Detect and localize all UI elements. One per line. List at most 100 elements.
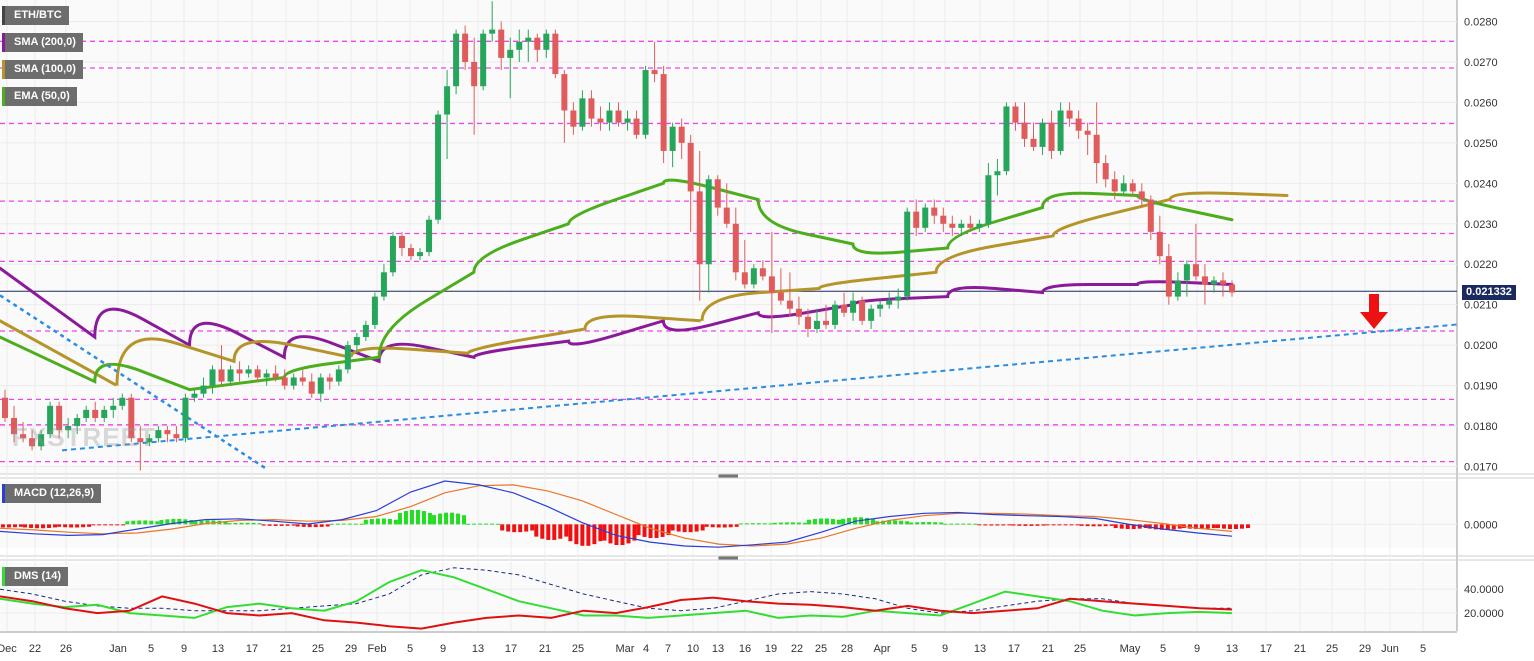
macd-histogram-bar — [1193, 524, 1198, 530]
macd-histogram-bar — [660, 524, 665, 537]
macd-histogram-bar — [1171, 524, 1176, 530]
macd-histogram-bar — [704, 524, 709, 527]
candle-body — [1102, 163, 1109, 180]
candle — [453, 29, 460, 95]
macd-histogram-bar — [432, 515, 437, 525]
candle — [164, 426, 171, 443]
macd-histogram-bar — [905, 521, 910, 525]
candle-body — [65, 426, 72, 431]
candle — [263, 369, 270, 386]
macd-histogram-bar — [87, 524, 92, 527]
macd-histogram-bar — [171, 518, 176, 525]
macd-histogram-bar — [967, 523, 972, 525]
x-tick-label: 19 — [765, 643, 777, 655]
x-tick-label: 25 — [312, 643, 324, 655]
candle-body — [227, 369, 234, 382]
candle — [471, 37, 478, 135]
candle-body — [155, 430, 162, 439]
candle — [570, 102, 577, 135]
macd-histogram-bar — [369, 518, 374, 525]
candle-body — [218, 369, 225, 382]
candle — [1210, 276, 1217, 293]
candle-body — [633, 118, 640, 135]
macd-histogram-bar — [1011, 524, 1016, 526]
macd-histogram-bar — [239, 522, 244, 525]
macd-signal-line — [0, 484, 1233, 547]
macd-histogram-bar — [540, 524, 545, 539]
candle-body — [615, 110, 622, 123]
candle — [200, 377, 207, 398]
macd-histogram-bar — [614, 524, 619, 546]
macd-histogram-bar — [81, 524, 86, 528]
macd-histogram-bar — [836, 519, 841, 525]
macd-histogram-bar — [1041, 524, 1046, 526]
candle — [832, 300, 839, 329]
candle — [741, 239, 748, 289]
macd-histogram-bar — [830, 518, 835, 525]
macd-histogram-bar — [1131, 524, 1136, 530]
macd-histogram-bar — [279, 524, 284, 526]
candle — [128, 393, 135, 443]
macd-histogram-bar — [756, 523, 761, 525]
y-tick-label: 0.0240 — [1464, 178, 1498, 190]
macd-histogram-bar — [103, 524, 108, 526]
candle-body — [353, 337, 360, 346]
x-tick-label: 17 — [246, 643, 258, 655]
candle-body — [335, 369, 342, 382]
candle-body — [588, 98, 595, 119]
candle — [1229, 280, 1235, 297]
candle-body — [417, 252, 424, 257]
candle-body — [56, 405, 63, 431]
legend-dms[interactable]: DMS (14) — [2, 567, 69, 586]
legend-pair[interactable]: ETH/BTC — [2, 6, 69, 25]
macd-histogram-bar — [109, 524, 114, 526]
x-tick-label: 17 — [505, 643, 517, 655]
candle — [335, 365, 342, 386]
macd-histogram-bar — [387, 518, 392, 525]
candle-body — [723, 207, 730, 224]
macd-histogram-bar — [670, 524, 675, 531]
candle-body — [1066, 110, 1073, 119]
macd-histogram-bar — [409, 509, 414, 525]
candle-body — [741, 272, 748, 285]
x-tick-label: 13 — [472, 643, 484, 655]
candle — [1192, 223, 1199, 281]
candle-body — [579, 98, 586, 127]
macd-histogram-bar — [893, 520, 898, 525]
macd-histogram-bar — [995, 524, 1000, 526]
candle — [11, 405, 18, 443]
candle — [597, 106, 604, 131]
candle — [687, 134, 694, 232]
candle-body — [507, 49, 514, 58]
candle-body — [759, 268, 766, 277]
candle-body — [516, 41, 523, 50]
candle — [498, 21, 505, 71]
candle — [218, 345, 225, 386]
macd-histogram-bar — [636, 524, 641, 536]
macd-histogram-bar — [438, 513, 443, 525]
macd-histogram-bar — [313, 524, 318, 528]
macd-histogram-bar — [131, 520, 136, 525]
macd-histogram-bar — [784, 522, 789, 525]
candle-body — [1048, 122, 1055, 151]
candle-body — [552, 33, 559, 75]
legend-macd[interactable]: MACD (12,26,9) — [2, 484, 102, 503]
legend-sma100[interactable]: SMA (100,0) — [2, 60, 83, 79]
legend-ema50[interactable]: EMA (50,0) — [2, 87, 77, 106]
macd-histogram-bar — [1153, 524, 1158, 530]
macd-histogram-bar — [933, 522, 938, 525]
candle-body — [173, 434, 180, 439]
macd-histogram-bar — [598, 524, 603, 542]
candle — [1156, 215, 1163, 265]
legend-sma200[interactable]: SMA (200,0) — [2, 33, 83, 52]
macd-histogram-bar — [955, 523, 960, 525]
candle — [362, 320, 369, 342]
candle-body — [543, 33, 550, 50]
macd-histogram-bar — [18, 524, 23, 527]
macd-histogram-bar — [694, 524, 699, 532]
macd-histogram-bar — [307, 524, 312, 528]
candle — [534, 33, 541, 62]
candle-body — [47, 405, 54, 435]
macd-histogram-bar — [478, 523, 483, 525]
